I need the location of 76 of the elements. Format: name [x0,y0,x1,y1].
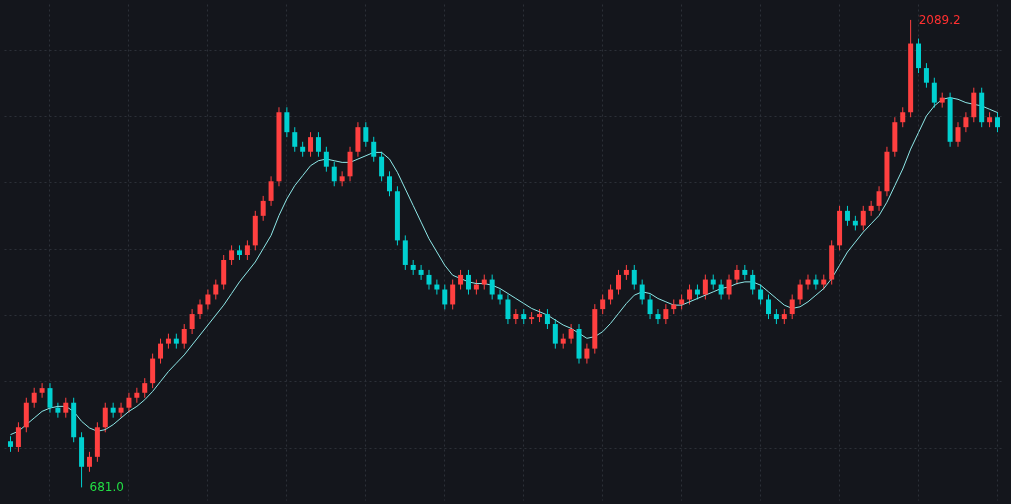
candlestick [900,106,906,128]
candlestick [955,121,961,148]
candlestick [750,269,756,295]
candlestick [331,161,337,187]
candlestick [387,170,393,197]
candlestick [189,308,195,335]
candlestick [465,269,471,295]
candlestick [15,421,21,453]
candlestick [379,151,385,182]
candlestick [489,274,495,300]
candlestick [39,382,45,399]
candlestick [552,318,558,350]
candlestick [442,284,448,310]
candlestick [876,185,882,212]
candlestick [260,195,266,222]
candlestick [268,175,274,207]
candlestick [197,298,203,320]
candlestick [789,294,795,320]
candlestick [726,274,732,300]
candlestick [687,284,693,305]
candlestick [426,269,432,291]
candlestick [371,136,377,163]
candlestick [55,402,61,419]
candlestick [102,402,108,433]
candlestick [608,284,614,305]
candlestick [63,397,69,419]
candlestick [647,294,653,320]
candlestick [544,308,550,330]
candlestick [181,323,187,350]
candlestick [47,382,53,414]
candlestick [568,323,574,345]
candlestick [805,274,811,291]
candlestick [244,239,250,261]
candlestick [639,279,645,305]
candlestick [323,146,329,173]
candlestick [758,284,764,305]
candlestick [860,205,866,231]
candlestick [339,170,345,187]
candlestick [458,269,464,291]
candlestick [600,294,606,315]
candlestick [813,274,819,291]
candlestick [450,279,456,310]
candlestick [86,451,92,473]
candlestick [994,111,1000,133]
candlestick [584,343,590,365]
annotation: 2089.2 [918,12,961,27]
candlestick [118,402,124,419]
candlestick [363,121,369,148]
candlestick [284,106,290,138]
candlestick [213,279,219,300]
candlestick [418,264,424,281]
candlestick [434,279,440,295]
candlestick [126,392,132,414]
candlestick [702,274,708,300]
annotation: 681.0 [89,480,124,495]
candlestick [142,377,148,399]
candlestick [844,205,850,227]
candlestick [631,264,637,291]
candlestick [655,308,661,325]
candlestick [718,279,724,300]
candlestick [158,338,164,365]
candlestick [292,126,298,153]
candlestick [315,131,321,158]
candlestick [963,111,969,133]
candlestick [505,294,511,325]
candlestick [31,387,37,409]
candlestick [615,269,621,295]
candlestick [663,303,669,325]
candlestick [229,244,235,266]
candlestick [205,289,211,310]
candlestick [931,77,937,109]
candlestick [734,264,740,286]
candlestick [797,279,803,305]
candlestick [766,294,772,320]
candlestick [308,131,314,158]
candlestick [923,62,929,89]
